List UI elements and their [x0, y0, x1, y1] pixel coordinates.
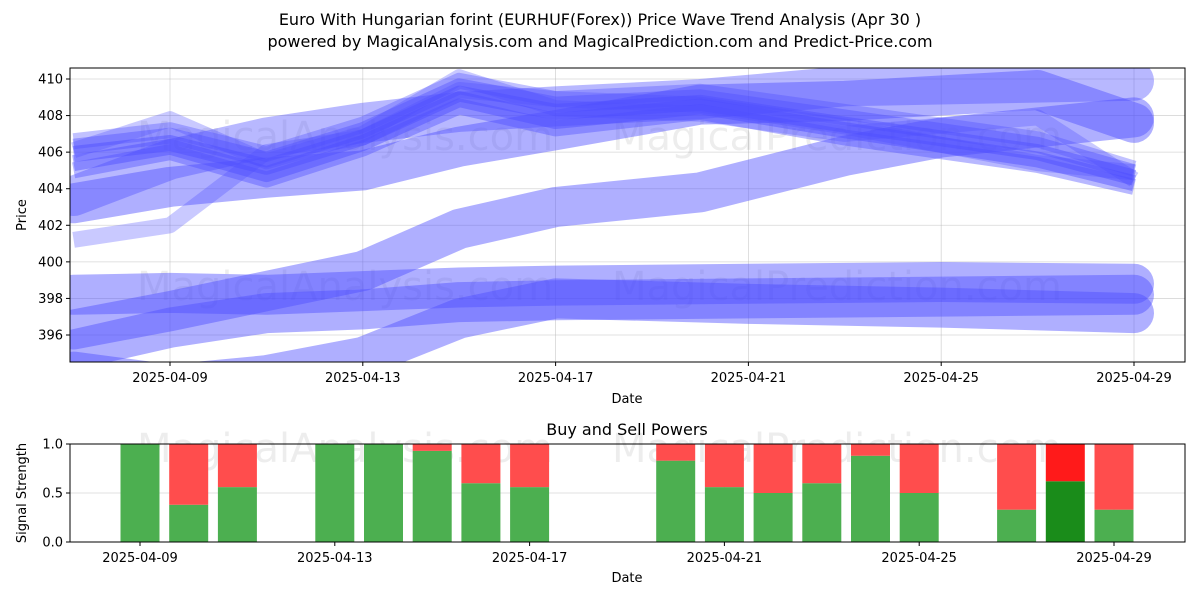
- signal-bars: [120, 444, 1134, 542]
- signal-y-axis-label: Signal Strength: [15, 443, 30, 543]
- wave-series-line: [72, 98, 1136, 195]
- price-plot-frame: [69, 67, 1186, 363]
- price-y-tick-label: 400: [38, 255, 63, 270]
- buy-power-bar: [120, 444, 160, 542]
- watermark-text: MagicalAnalysis.com: [137, 114, 553, 160]
- buy-power-bar: [656, 460, 696, 542]
- signal-x-tick-label: 2025-04-09: [102, 551, 178, 566]
- buy-power-bar: [1094, 509, 1134, 542]
- signal-x-tick-label: 2025-04-13: [297, 551, 373, 566]
- signal-x-tick-label: 2025-04-21: [687, 551, 763, 566]
- sell-power-bar: [1045, 444, 1085, 482]
- watermark-text: MagicalAnalysis.com: [137, 264, 553, 310]
- buy-power-bar: [315, 444, 355, 542]
- sell-power-bar: [1094, 444, 1134, 510]
- sell-power-bar: [753, 444, 793, 493]
- signal-x-tick-label: 2025-04-29: [1076, 551, 1152, 566]
- sell-power-bar: [851, 444, 890, 456]
- buy-power-bar: [510, 487, 550, 542]
- signal-chart-title: Buy and Sell Powers: [546, 420, 708, 439]
- buy-power-bar: [899, 493, 939, 542]
- buy-power-bar: [851, 455, 890, 542]
- buy-power-bar: [412, 450, 452, 542]
- price-x-tick-label: 2025-04-17: [518, 371, 594, 386]
- wave-series-line: [72, 82, 1135, 248]
- signal-y-tick-label: 0.5: [42, 487, 63, 502]
- price-x-tick-label: 2025-04-29: [1096, 371, 1172, 386]
- price-y-axis-label: Price: [15, 199, 30, 231]
- buy-power-bar: [461, 483, 501, 542]
- price-y-tick-label: 410: [38, 73, 63, 88]
- price-x-axis: 2025-04-09 2025-04-13 2025-04-17 2025-04-21…: [132, 362, 1172, 386]
- signal-chart: Buy and Sell Powers MagicalAnalysis.comM…: [15, 420, 1186, 586]
- buy-power-bar: [217, 487, 257, 542]
- price-x-tick-label: 2025-04-13: [325, 371, 401, 386]
- sell-power-bar: [997, 444, 1037, 510]
- chart-subtitle: powered by MagicalAnalysis.com and Magic…: [267, 32, 933, 51]
- signal-y-tick-label: 1.0: [42, 438, 63, 453]
- price-watermarks: MagicalAnalysis.com MagicalPrediction.com…: [137, 114, 1062, 310]
- price-x-tick-label: 2025-04-25: [903, 371, 979, 386]
- wave-series-line: [72, 78, 1137, 180]
- buy-power-bar: [704, 487, 744, 542]
- buy-power-bar: [753, 493, 793, 542]
- price-x-tick-label: 2025-04-09: [132, 371, 208, 386]
- watermark-text: MagicalPrediction.com: [612, 264, 1062, 310]
- buy-power-bar: [1045, 481, 1085, 542]
- wave-series-line: [70, 70, 1154, 224]
- sell-power-bar: [412, 444, 452, 451]
- price-y-tick-label: 408: [38, 109, 63, 124]
- signal-x-tick-label: 2025-04-17: [492, 551, 568, 566]
- price-y-tick-label: 404: [38, 182, 63, 197]
- signal-y-tick-label: 0.0: [42, 536, 63, 551]
- price-y-tick-label: 402: [38, 219, 63, 234]
- buy-power-bar: [997, 509, 1037, 542]
- sell-power-bar: [510, 444, 550, 488]
- price-y-tick-label: 398: [38, 292, 63, 307]
- signal-y-axis: 0.0 0.5 1.0: [42, 438, 70, 551]
- buy-power-bar: [169, 504, 209, 542]
- wave-series-line: [72, 72, 1137, 177]
- wave-series-group: [70, 68, 1154, 362]
- wave-series-line: [71, 69, 1139, 187]
- price-gridlines: [70, 68, 1185, 362]
- sell-power-bar: [802, 444, 842, 484]
- sell-power-bar: [461, 444, 501, 484]
- buy-power-bar: [364, 444, 403, 542]
- chart-title: Euro With Hungarian forint (EURHUF(Forex…: [278, 10, 922, 29]
- price-y-axis: 396 398 400 402 404 406 408 410: [38, 73, 70, 344]
- wave-series-line: [70, 262, 1154, 315]
- sell-power-bar: [899, 444, 939, 493]
- wave-series-line: [70, 68, 1154, 216]
- sell-power-bar: [169, 444, 209, 505]
- sell-power-bar: [656, 444, 696, 461]
- signal-x-axis: 2025-04-09 2025-04-13 2025-04-17 2025-04-21…: [102, 542, 1152, 566]
- signal-x-axis-label: Date: [611, 571, 642, 586]
- wave-series-line: [70, 278, 1154, 362]
- wave-series-line: [72, 91, 1136, 191]
- buy-power-bar: [802, 483, 842, 542]
- price-y-tick-label: 396: [38, 329, 63, 344]
- price-x-tick-label: 2025-04-21: [711, 371, 787, 386]
- price-x-axis-label: Date: [611, 392, 642, 407]
- signal-x-tick-label: 2025-04-25: [881, 551, 957, 566]
- price-y-tick-label: 406: [38, 146, 63, 161]
- sell-power-bar: [704, 444, 744, 488]
- watermark-text: MagicalPrediction.com: [612, 114, 1062, 160]
- price-chart: MagicalAnalysis.com MagicalPrediction.com…: [15, 67, 1186, 407]
- wave-series-line: [70, 97, 1154, 350]
- sell-power-bar: [217, 444, 257, 488]
- wave-series-line: [72, 85, 1137, 186]
- wave-series-line: [70, 274, 1154, 362]
